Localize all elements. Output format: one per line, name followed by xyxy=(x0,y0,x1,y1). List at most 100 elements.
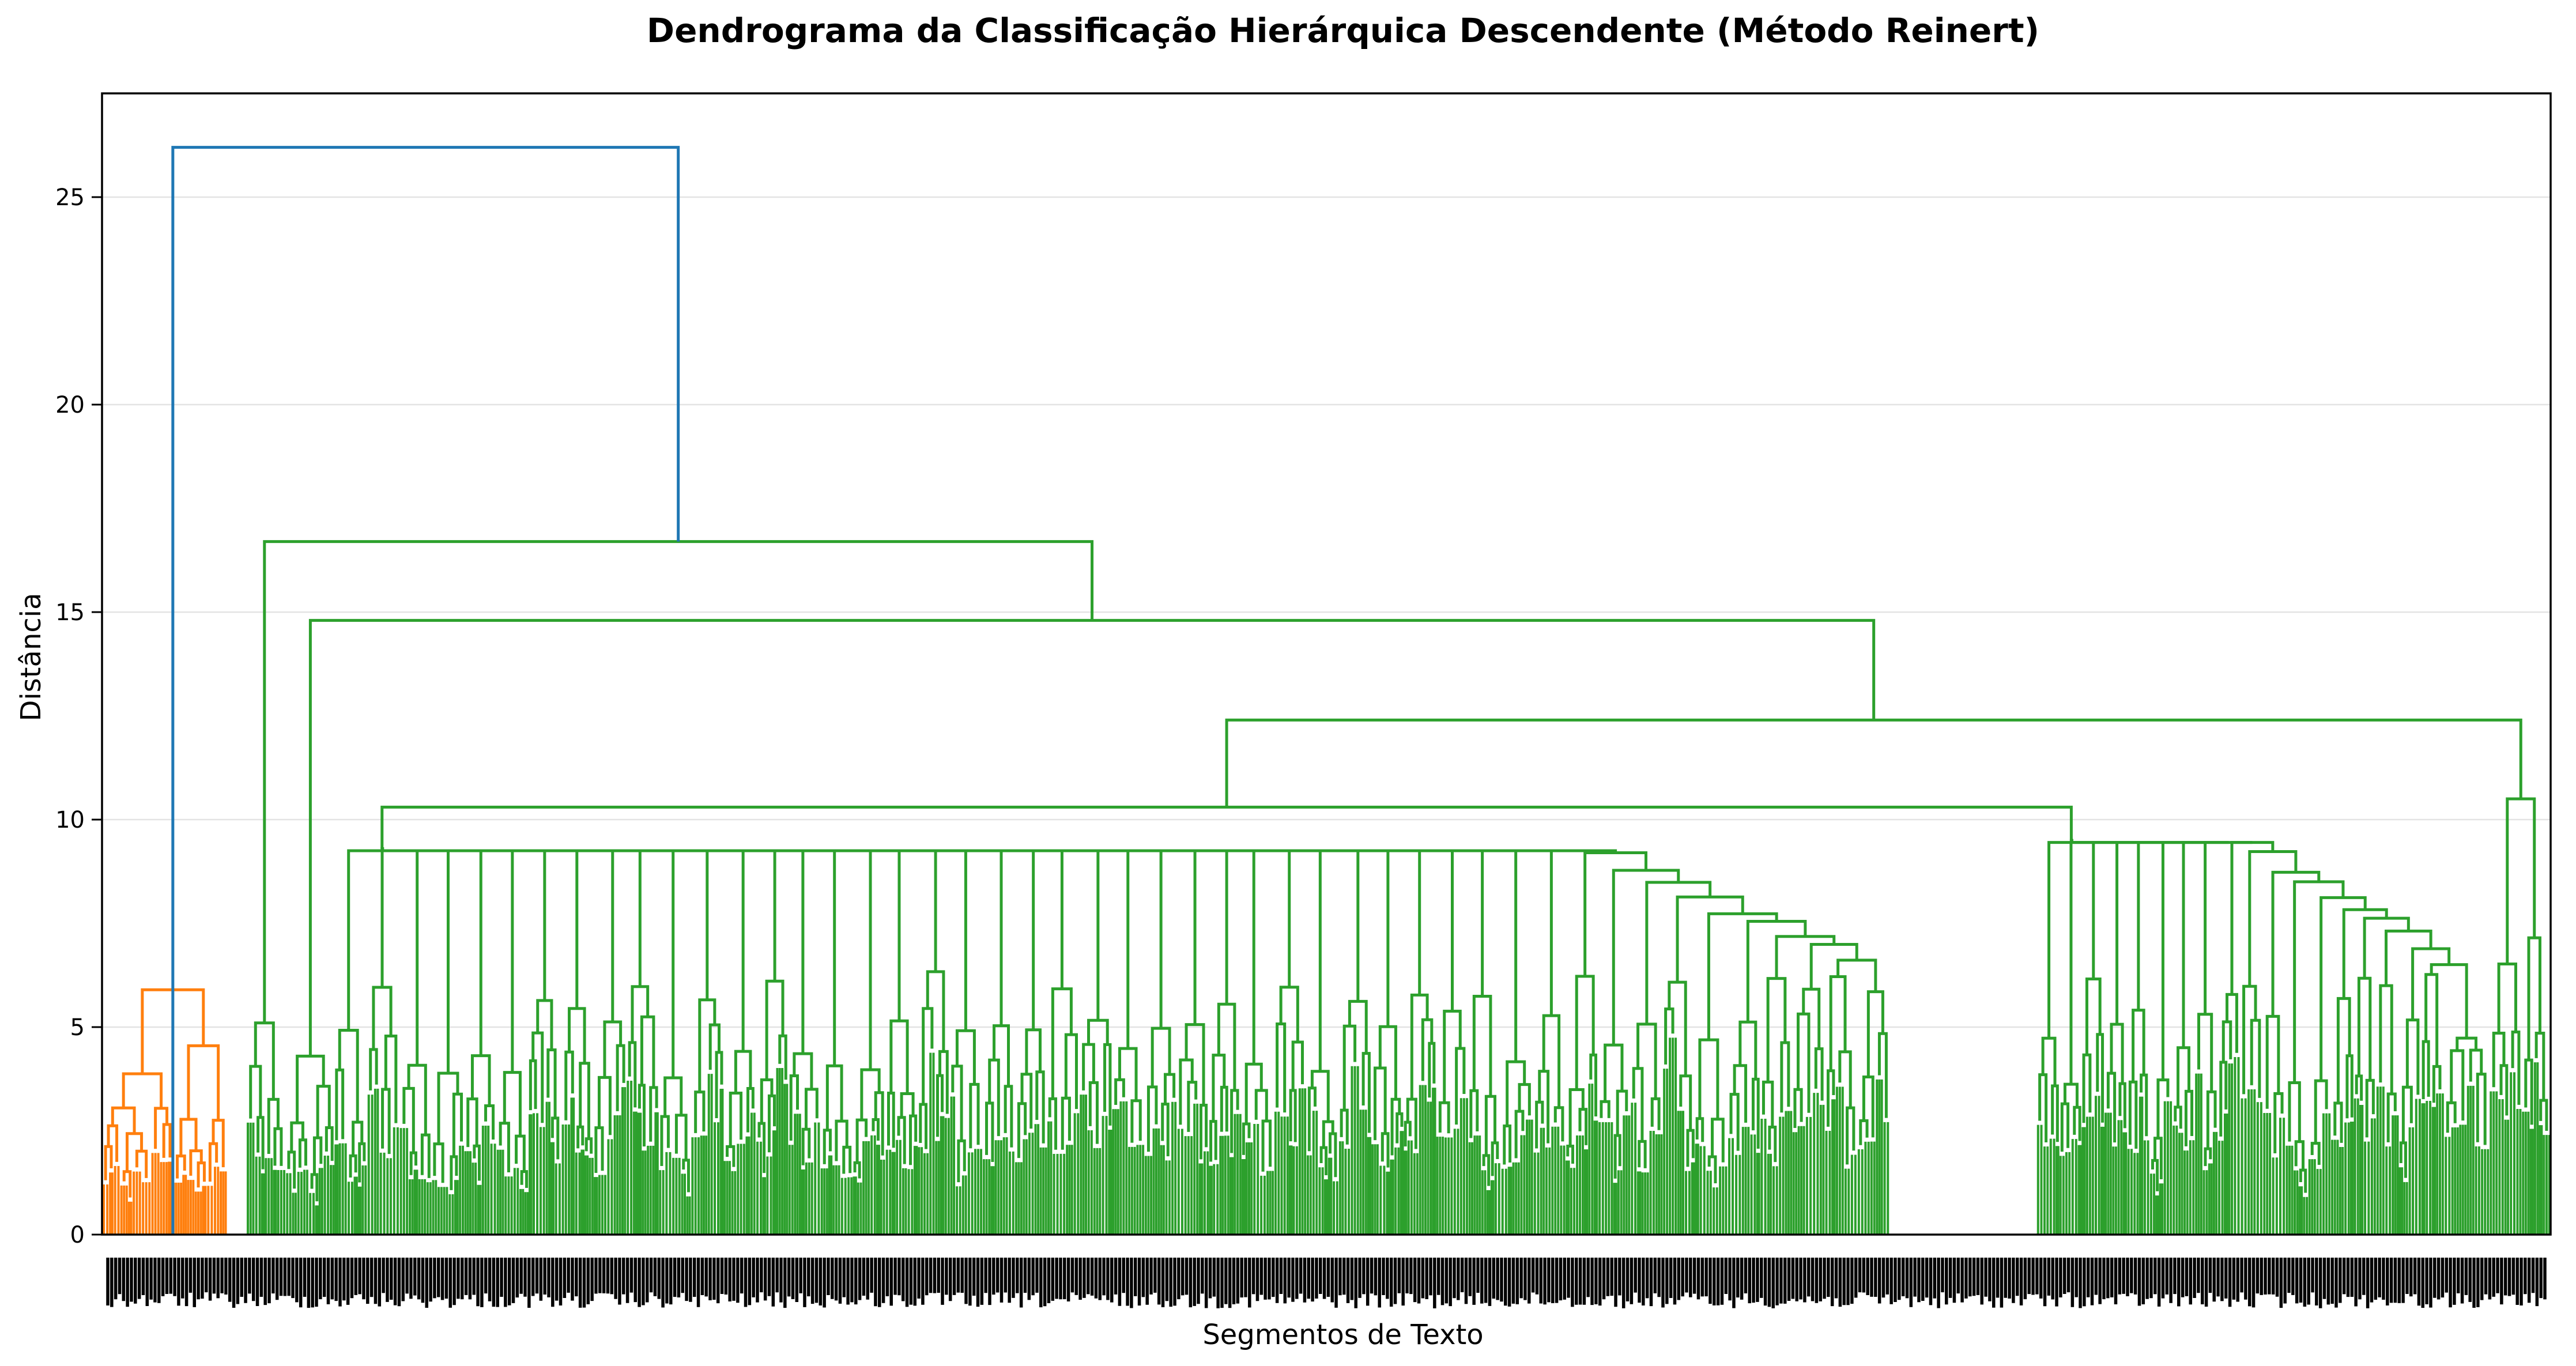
dendro-branch xyxy=(1061,1096,1071,1150)
dendro-branch xyxy=(2345,1054,2354,1119)
dendro-branch xyxy=(663,1076,683,1117)
dendro-branch xyxy=(162,1123,172,1158)
dendro-branch xyxy=(1410,993,1429,1100)
dendro-branch xyxy=(1291,1040,1304,1090)
dendro-branch xyxy=(2411,947,2451,1020)
y-tick-label-25: 25 xyxy=(55,184,85,211)
dendro-branch xyxy=(1542,1014,1561,1108)
dendro-branch xyxy=(1179,1058,1194,1125)
dendro-branch xyxy=(1549,849,1617,1016)
dendro-branch xyxy=(347,849,416,1031)
dendro-branch xyxy=(1288,849,1355,987)
dendro-branch xyxy=(2063,1082,2079,1108)
dendro-branch xyxy=(1484,1095,1496,1156)
dendro-branch xyxy=(887,1092,895,1148)
dendro-branch xyxy=(407,1063,427,1135)
dendro-branch xyxy=(757,1122,766,1173)
dendro-branch xyxy=(2051,1084,2059,1142)
dendro-branch xyxy=(2342,908,2388,999)
dendro-branch xyxy=(1051,987,1073,1099)
dendro-branch xyxy=(955,1029,976,1085)
dendro-branch xyxy=(2222,1020,2232,1063)
dendro-branch xyxy=(2177,1046,2190,1107)
dendro-branch xyxy=(1103,1043,1112,1126)
y-tick-label-20: 20 xyxy=(55,392,85,418)
y-tick-label-15: 15 xyxy=(55,599,85,626)
dendro-branch xyxy=(187,1044,220,1120)
x-axis-tick-labels xyxy=(106,1258,2547,1308)
dendro-branch xyxy=(2096,1033,2104,1123)
dendro-branch xyxy=(1797,1012,1811,1113)
dendro-branch xyxy=(1225,849,1288,1005)
dendro-branch xyxy=(1217,1002,1236,1090)
dendro-branch xyxy=(2226,993,2238,1053)
dendro-branch xyxy=(1809,942,1858,990)
dendro-branch xyxy=(470,1054,491,1106)
dendro-branch xyxy=(1212,1054,1226,1122)
dendro-branch xyxy=(1438,1101,1450,1134)
dendro-branch xyxy=(1698,1038,1719,1119)
dendro-branch xyxy=(1482,1154,1491,1186)
dendro-branch xyxy=(1244,1062,1263,1124)
dendro-branch xyxy=(1118,1047,1138,1101)
dendro-branch xyxy=(1087,1018,1109,1045)
dendro-branch xyxy=(1746,920,1807,1022)
dendro-branch xyxy=(1686,1129,1695,1167)
dendro-branch xyxy=(1096,849,1161,1021)
dendro-branch xyxy=(1780,1041,1790,1113)
dendro-branch xyxy=(1322,1120,1334,1148)
dendro-branch xyxy=(1307,1086,1317,1152)
dendro-branch xyxy=(926,970,945,1052)
dendro-branch xyxy=(576,1125,584,1149)
dendro-branch xyxy=(1048,1097,1058,1150)
dendro-branch xyxy=(789,1074,799,1141)
dendro-branch xyxy=(897,1116,906,1164)
dendro-branch xyxy=(2293,880,2345,1083)
dendro-branch xyxy=(1766,977,1787,1082)
dendro-branch xyxy=(1209,1120,1217,1162)
dendro-branch xyxy=(698,998,716,1092)
dendro-merge-root xyxy=(171,146,680,1235)
dendro-branch xyxy=(484,1104,495,1140)
dendro-branch xyxy=(2206,1090,2217,1149)
dendro-branch xyxy=(951,1065,963,1141)
dendro-branch xyxy=(335,1068,345,1141)
dendro-branch xyxy=(2294,1140,2305,1171)
dendro-branch xyxy=(1340,1108,1349,1145)
dendro-branch xyxy=(2060,1102,2070,1152)
dendro-branch xyxy=(2273,1092,2284,1153)
dendro-branch xyxy=(1199,1103,1208,1160)
dendro-branch xyxy=(312,1136,323,1175)
dendro-branch xyxy=(2137,841,2185,1010)
dendro-branch xyxy=(1679,1074,1692,1131)
dendro-branch xyxy=(1589,1053,1597,1117)
dendro-branch xyxy=(369,1048,378,1090)
dendro-branch xyxy=(381,1088,391,1154)
dendro-branch xyxy=(2422,1040,2430,1099)
dendro-branch xyxy=(452,1092,463,1157)
dendro-branch xyxy=(1829,975,1847,1071)
dendro-branch xyxy=(2151,1159,2159,1191)
dendro-branch xyxy=(2082,1053,2092,1123)
chart-title: Dendrograma da Classificação Hierárquica… xyxy=(647,11,2039,50)
dendro-branch xyxy=(1373,1066,1387,1141)
dendro-merge-g4 xyxy=(380,805,2073,849)
dendro-branch xyxy=(985,1101,994,1163)
dendro-branch xyxy=(267,1097,280,1154)
dendro-branch xyxy=(2132,1009,2145,1082)
dendro-branch xyxy=(2456,1036,2478,1051)
dendro-merge-g1 xyxy=(263,540,1094,1023)
dendro-branch xyxy=(2156,1078,2170,1138)
dendro-branch xyxy=(1130,1099,1142,1143)
dendro-branch xyxy=(536,999,553,1050)
dendro-branch xyxy=(1276,1022,1287,1113)
dendro-branch xyxy=(778,1034,787,1080)
dendro-branch xyxy=(2492,1031,2506,1088)
y-tick-label-5: 5 xyxy=(70,1014,85,1041)
dendro-branch xyxy=(611,849,674,1022)
dendro-branch xyxy=(296,1054,325,1123)
dendro-branch xyxy=(1600,1100,1611,1118)
dendro-branch xyxy=(938,1050,949,1114)
dendro-branch xyxy=(1793,1088,1803,1129)
